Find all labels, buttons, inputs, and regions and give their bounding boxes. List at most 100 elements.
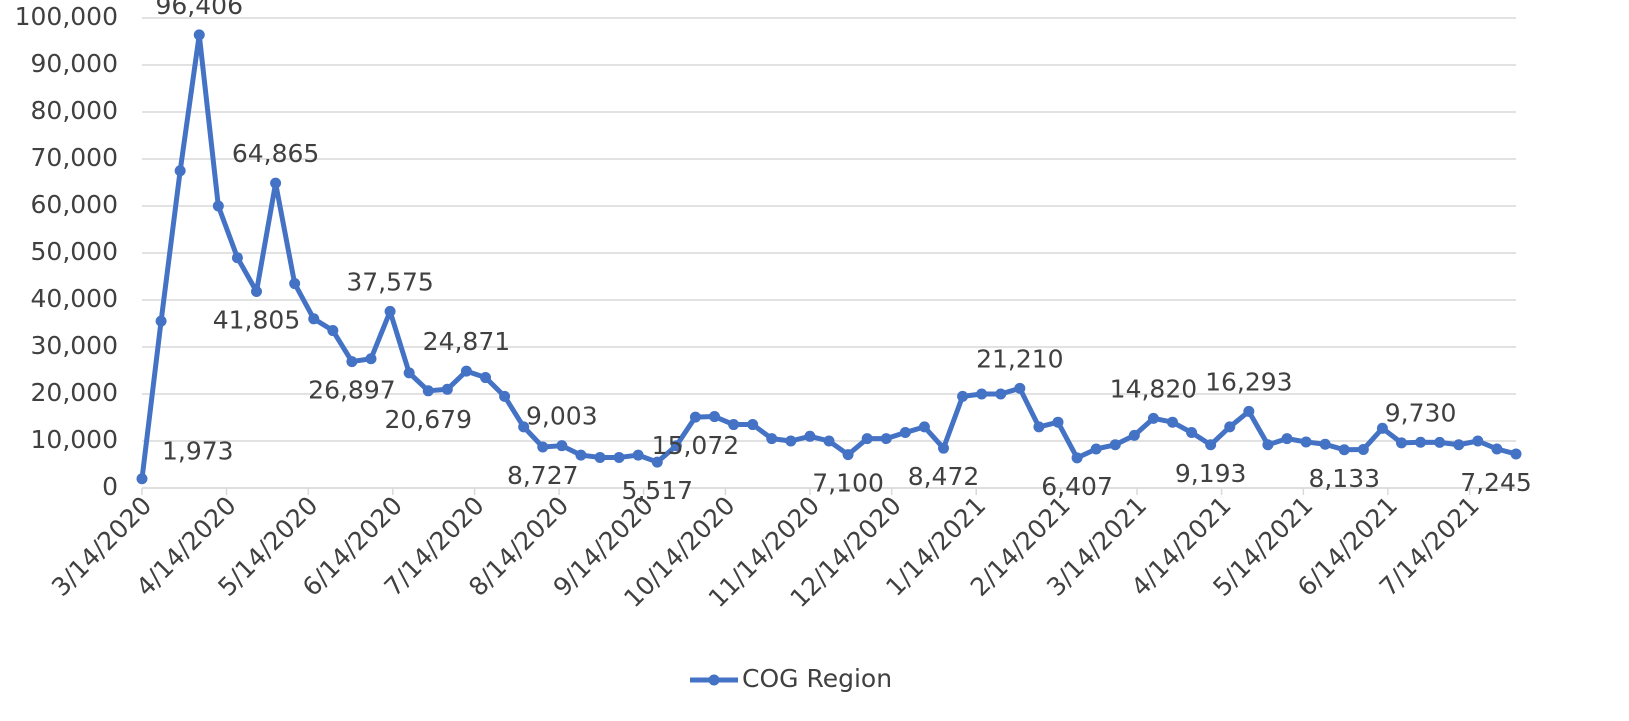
- data-label: 14,820: [1110, 374, 1197, 403]
- data-label: 7,100: [812, 469, 884, 498]
- point: [1300, 436, 1312, 448]
- point: [823, 435, 835, 447]
- y-tick-label: 80,000: [31, 96, 118, 125]
- data-label: 21,210: [976, 344, 1063, 373]
- y-tick-label: 60,000: [31, 190, 118, 219]
- point: [1415, 436, 1427, 448]
- data-label: 9,730: [1385, 398, 1457, 427]
- point: [804, 430, 816, 442]
- point: [1376, 422, 1388, 434]
- point: [1014, 382, 1026, 394]
- data-label: 16,293: [1205, 367, 1292, 396]
- point: [1090, 443, 1102, 455]
- point: [537, 441, 549, 453]
- point: [689, 411, 701, 423]
- point: [1491, 443, 1503, 455]
- data-label: 15,072: [652, 431, 739, 460]
- point: [1224, 421, 1236, 433]
- data-label: 8,133: [1308, 464, 1380, 493]
- point: [365, 353, 377, 365]
- point: [251, 286, 262, 298]
- y-tick-label: 0: [102, 472, 118, 501]
- point: [499, 390, 511, 402]
- point: [1434, 436, 1446, 448]
- point: [270, 177, 282, 189]
- point: [1205, 439, 1217, 451]
- line: [139, 32, 1517, 480]
- point: [422, 385, 434, 397]
- data-label: 9,193: [1175, 459, 1247, 488]
- legend-marker: [708, 674, 720, 686]
- point: [651, 456, 663, 468]
- data-label: 5,517: [621, 476, 693, 505]
- point: [460, 365, 472, 377]
- point: [976, 388, 988, 400]
- point: [1128, 429, 1140, 441]
- point: [1147, 412, 1159, 424]
- point: [1262, 439, 1274, 451]
- point: [174, 165, 186, 177]
- point: [594, 451, 606, 463]
- point: [1052, 416, 1064, 428]
- point: [193, 29, 205, 41]
- point: [766, 433, 778, 445]
- point: [403, 367, 415, 379]
- point: [899, 427, 911, 439]
- point: [289, 278, 301, 290]
- y-tick-label: 40,000: [31, 284, 118, 313]
- data-label: 9,003: [526, 402, 598, 431]
- point: [938, 442, 949, 454]
- point: [155, 315, 167, 327]
- y-tick-label: 10,000: [31, 425, 118, 454]
- point: [384, 305, 396, 317]
- point: [1472, 435, 1484, 447]
- point: [518, 421, 530, 433]
- point: [670, 440, 682, 452]
- point: [709, 411, 720, 423]
- point: [1167, 416, 1178, 428]
- point: [918, 421, 930, 433]
- point: [231, 252, 243, 264]
- legend-label: COG Region: [742, 664, 892, 693]
- point: [556, 440, 568, 452]
- point: [747, 419, 759, 431]
- data-label: 7,245: [1460, 468, 1532, 497]
- data-label: 41,805: [213, 306, 300, 335]
- data-label: 24,871: [423, 327, 510, 356]
- point: [327, 325, 339, 337]
- point: [880, 433, 892, 445]
- point: [995, 388, 1007, 400]
- point: [1186, 427, 1198, 439]
- point: [1510, 448, 1522, 460]
- point: [1071, 452, 1083, 464]
- point: [136, 473, 148, 485]
- data-label: 1,973: [162, 437, 234, 466]
- point: [785, 435, 797, 447]
- y-tick-label: 90,000: [31, 49, 118, 78]
- y-tick-label: 30,000: [31, 331, 118, 360]
- data-label: 96,406: [156, 0, 243, 20]
- point: [1453, 439, 1465, 451]
- point: [480, 372, 491, 384]
- point: [1396, 437, 1407, 449]
- y-tick-label: 70,000: [31, 143, 118, 172]
- data-label: 26,897: [308, 376, 395, 405]
- data-label: 8,472: [908, 462, 980, 491]
- point: [346, 356, 358, 368]
- point: [957, 390, 969, 402]
- point: [728, 419, 740, 431]
- y-tick-label: 20,000: [31, 378, 118, 407]
- point: [861, 433, 873, 445]
- point: [1033, 421, 1045, 433]
- point: [842, 449, 854, 461]
- point: [1338, 444, 1350, 456]
- data-label: 8,727: [507, 461, 579, 490]
- point: [1109, 439, 1121, 451]
- point: [613, 451, 625, 463]
- data-label: 6,407: [1041, 472, 1113, 501]
- y-tick-label: 100,000: [15, 2, 118, 31]
- point: [441, 383, 453, 395]
- point: [212, 200, 224, 212]
- data-label: 64,865: [232, 139, 319, 168]
